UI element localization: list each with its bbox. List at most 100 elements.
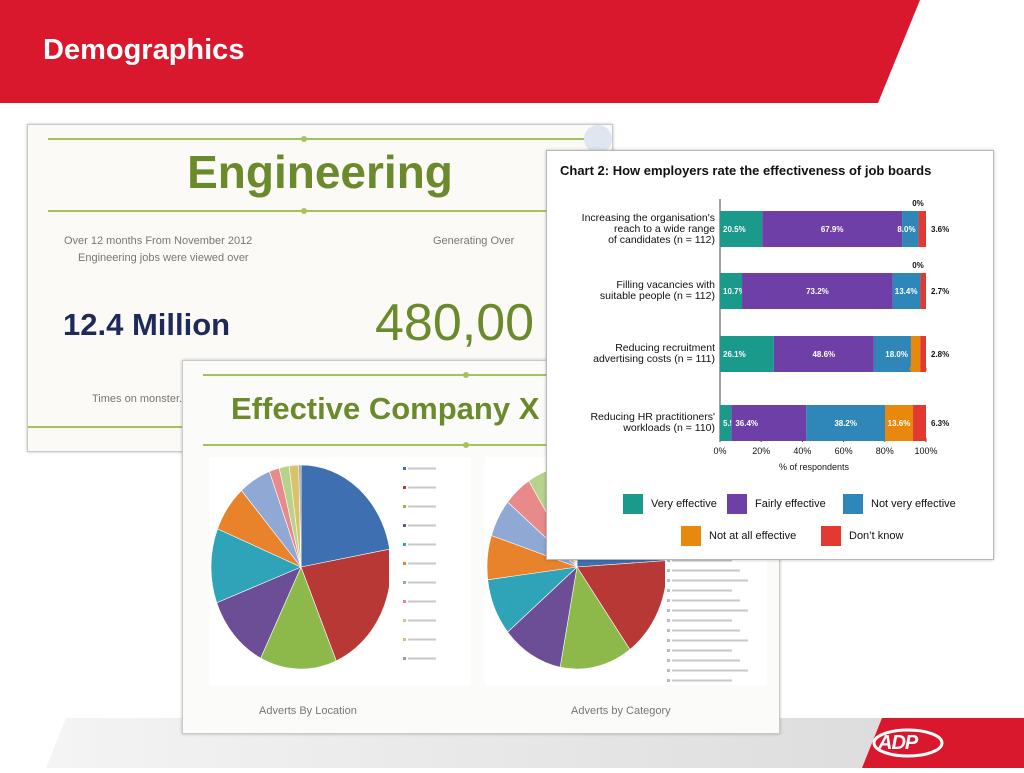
legend-swatch [821, 526, 841, 546]
legend-dot [403, 600, 406, 603]
bar-value-label: 0% [912, 199, 924, 208]
pie-category-legend [667, 557, 767, 692]
x-tick-label: 0% [713, 446, 726, 456]
legend-text-line [672, 659, 740, 662]
legend-text-line [408, 638, 436, 641]
legend-text-line [672, 599, 740, 602]
legend-dot [667, 619, 670, 622]
legend-label: Fairly effective [755, 498, 826, 510]
pie-slice [300, 464, 389, 568]
bar-segment [885, 405, 914, 441]
adp-logo: ADP [864, 727, 944, 759]
row-label-line: Increasing the organisation's [581, 211, 715, 224]
legend-text-line [672, 619, 732, 622]
row-label: Increasing the organisation's reach to a … [553, 211, 715, 246]
slide-title: Demographics [43, 34, 245, 66]
engineering-text-1: Over 12 months From November 2012 [64, 235, 253, 247]
pie-slice [300, 548, 389, 662]
x-tick-label: 100% [914, 446, 937, 456]
row-label: Filling vacancies with suitable people (n… [553, 280, 715, 302]
bar-segment [902, 211, 919, 247]
legend-swatch [681, 526, 701, 546]
legend-swatch [843, 494, 863, 514]
legend-text-line [408, 619, 436, 622]
bar-segment [913, 405, 926, 441]
legend-dot [667, 639, 670, 642]
legend-text-line [672, 589, 732, 592]
legend-label: Don’t know [849, 530, 904, 542]
x-tick-label: 60% [835, 446, 853, 456]
legend-dot [667, 589, 670, 592]
legend-text-line [672, 579, 748, 582]
engineering-title: Engineering [187, 146, 453, 198]
x-tick-label: 20% [752, 446, 770, 456]
bar-value-label: 67.9% [821, 225, 844, 234]
row-label-line: advertising costs (n = 111) [593, 353, 715, 365]
bar-value-label: 38.2% [834, 419, 857, 428]
legend-text-line [672, 669, 748, 672]
legend-dot [667, 599, 670, 602]
row-label: Reducing recruitment advertising costs (n… [553, 343, 715, 365]
pie-category-legend-lines [667, 559, 748, 682]
legend-text-line [672, 649, 732, 652]
bar-value-label: 6.3% [931, 419, 949, 428]
legend-swatch [623, 494, 643, 514]
legend-dot [403, 467, 406, 470]
stacked-bar-chart: 0% 20% 40% 60% 80% 100% 20.5% 67.9% 8.0% 0% 3.6% 10… [713, 199, 949, 456]
bar-value-label: 0% [912, 261, 924, 270]
legend-dot [403, 638, 406, 641]
bar-value-label: 2.8% [931, 350, 949, 359]
legend-text-line [408, 467, 436, 470]
bar-segment [873, 336, 911, 372]
legend-dot [403, 543, 406, 546]
legend-text-line [672, 569, 740, 572]
bar-segment [910, 336, 921, 372]
pie-slice [210, 528, 302, 604]
pie-slice [559, 566, 631, 670]
legend-dot [403, 486, 406, 489]
engineering-text-2: Engineering jobs were viewed over [78, 252, 249, 264]
bar-segment [806, 405, 886, 441]
bar-segment [773, 336, 874, 372]
effective-title: Effective Company X [231, 391, 540, 426]
bar-value-label: 4.5% [909, 364, 927, 373]
legend-dot [403, 562, 406, 565]
caption-category: Adverts by Category [571, 705, 671, 717]
legend-dot [667, 579, 670, 582]
row-label: Reducing HR practitioners' workloads (n =… [553, 412, 715, 434]
pie-location-legend-lines [403, 467, 436, 660]
x-tick-label: 40% [793, 446, 811, 456]
bar-value-label: 2.7% [931, 287, 949, 296]
header-banner [0, 0, 920, 103]
bar-value-label: 10.7% [723, 287, 746, 296]
legend-dot [403, 581, 406, 584]
adp-logo-text: ADP [878, 732, 918, 754]
adp-logo-icon [872, 728, 944, 758]
legend-dot [667, 669, 670, 672]
caption-location: Adverts By Location [259, 705, 357, 717]
legend-text-line [672, 559, 732, 562]
legend-text-line [408, 600, 436, 603]
bar-value-label: 48.6% [812, 350, 835, 359]
legend-text-line [672, 629, 740, 632]
job-boards-chart-card: Chart 2: How employers rate the effectiv… [546, 150, 994, 560]
bar-segment [720, 273, 743, 309]
row-label-line: of candidates (n = 112) [608, 233, 715, 246]
bar-segment [892, 273, 921, 309]
bar-value-label: 3.6% [931, 225, 949, 234]
bar-value-label: 36.4% [735, 419, 758, 428]
legend-dot [667, 609, 670, 612]
pie-slice [216, 566, 302, 659]
legend-dot [667, 559, 670, 562]
legend-label: Not at all effective [709, 530, 797, 542]
x-axis-title: % of respondents [779, 462, 850, 472]
engineering-bottom-text: Times on monster.c [92, 393, 188, 405]
legend-swatch [727, 494, 747, 514]
bar-segment [720, 336, 774, 372]
legend-dot [667, 629, 670, 632]
legend-text-line [408, 543, 436, 546]
legend-text-line [672, 679, 732, 682]
pie-slice [260, 566, 337, 670]
legend-dot [403, 619, 406, 622]
legend-text-line [408, 505, 436, 508]
